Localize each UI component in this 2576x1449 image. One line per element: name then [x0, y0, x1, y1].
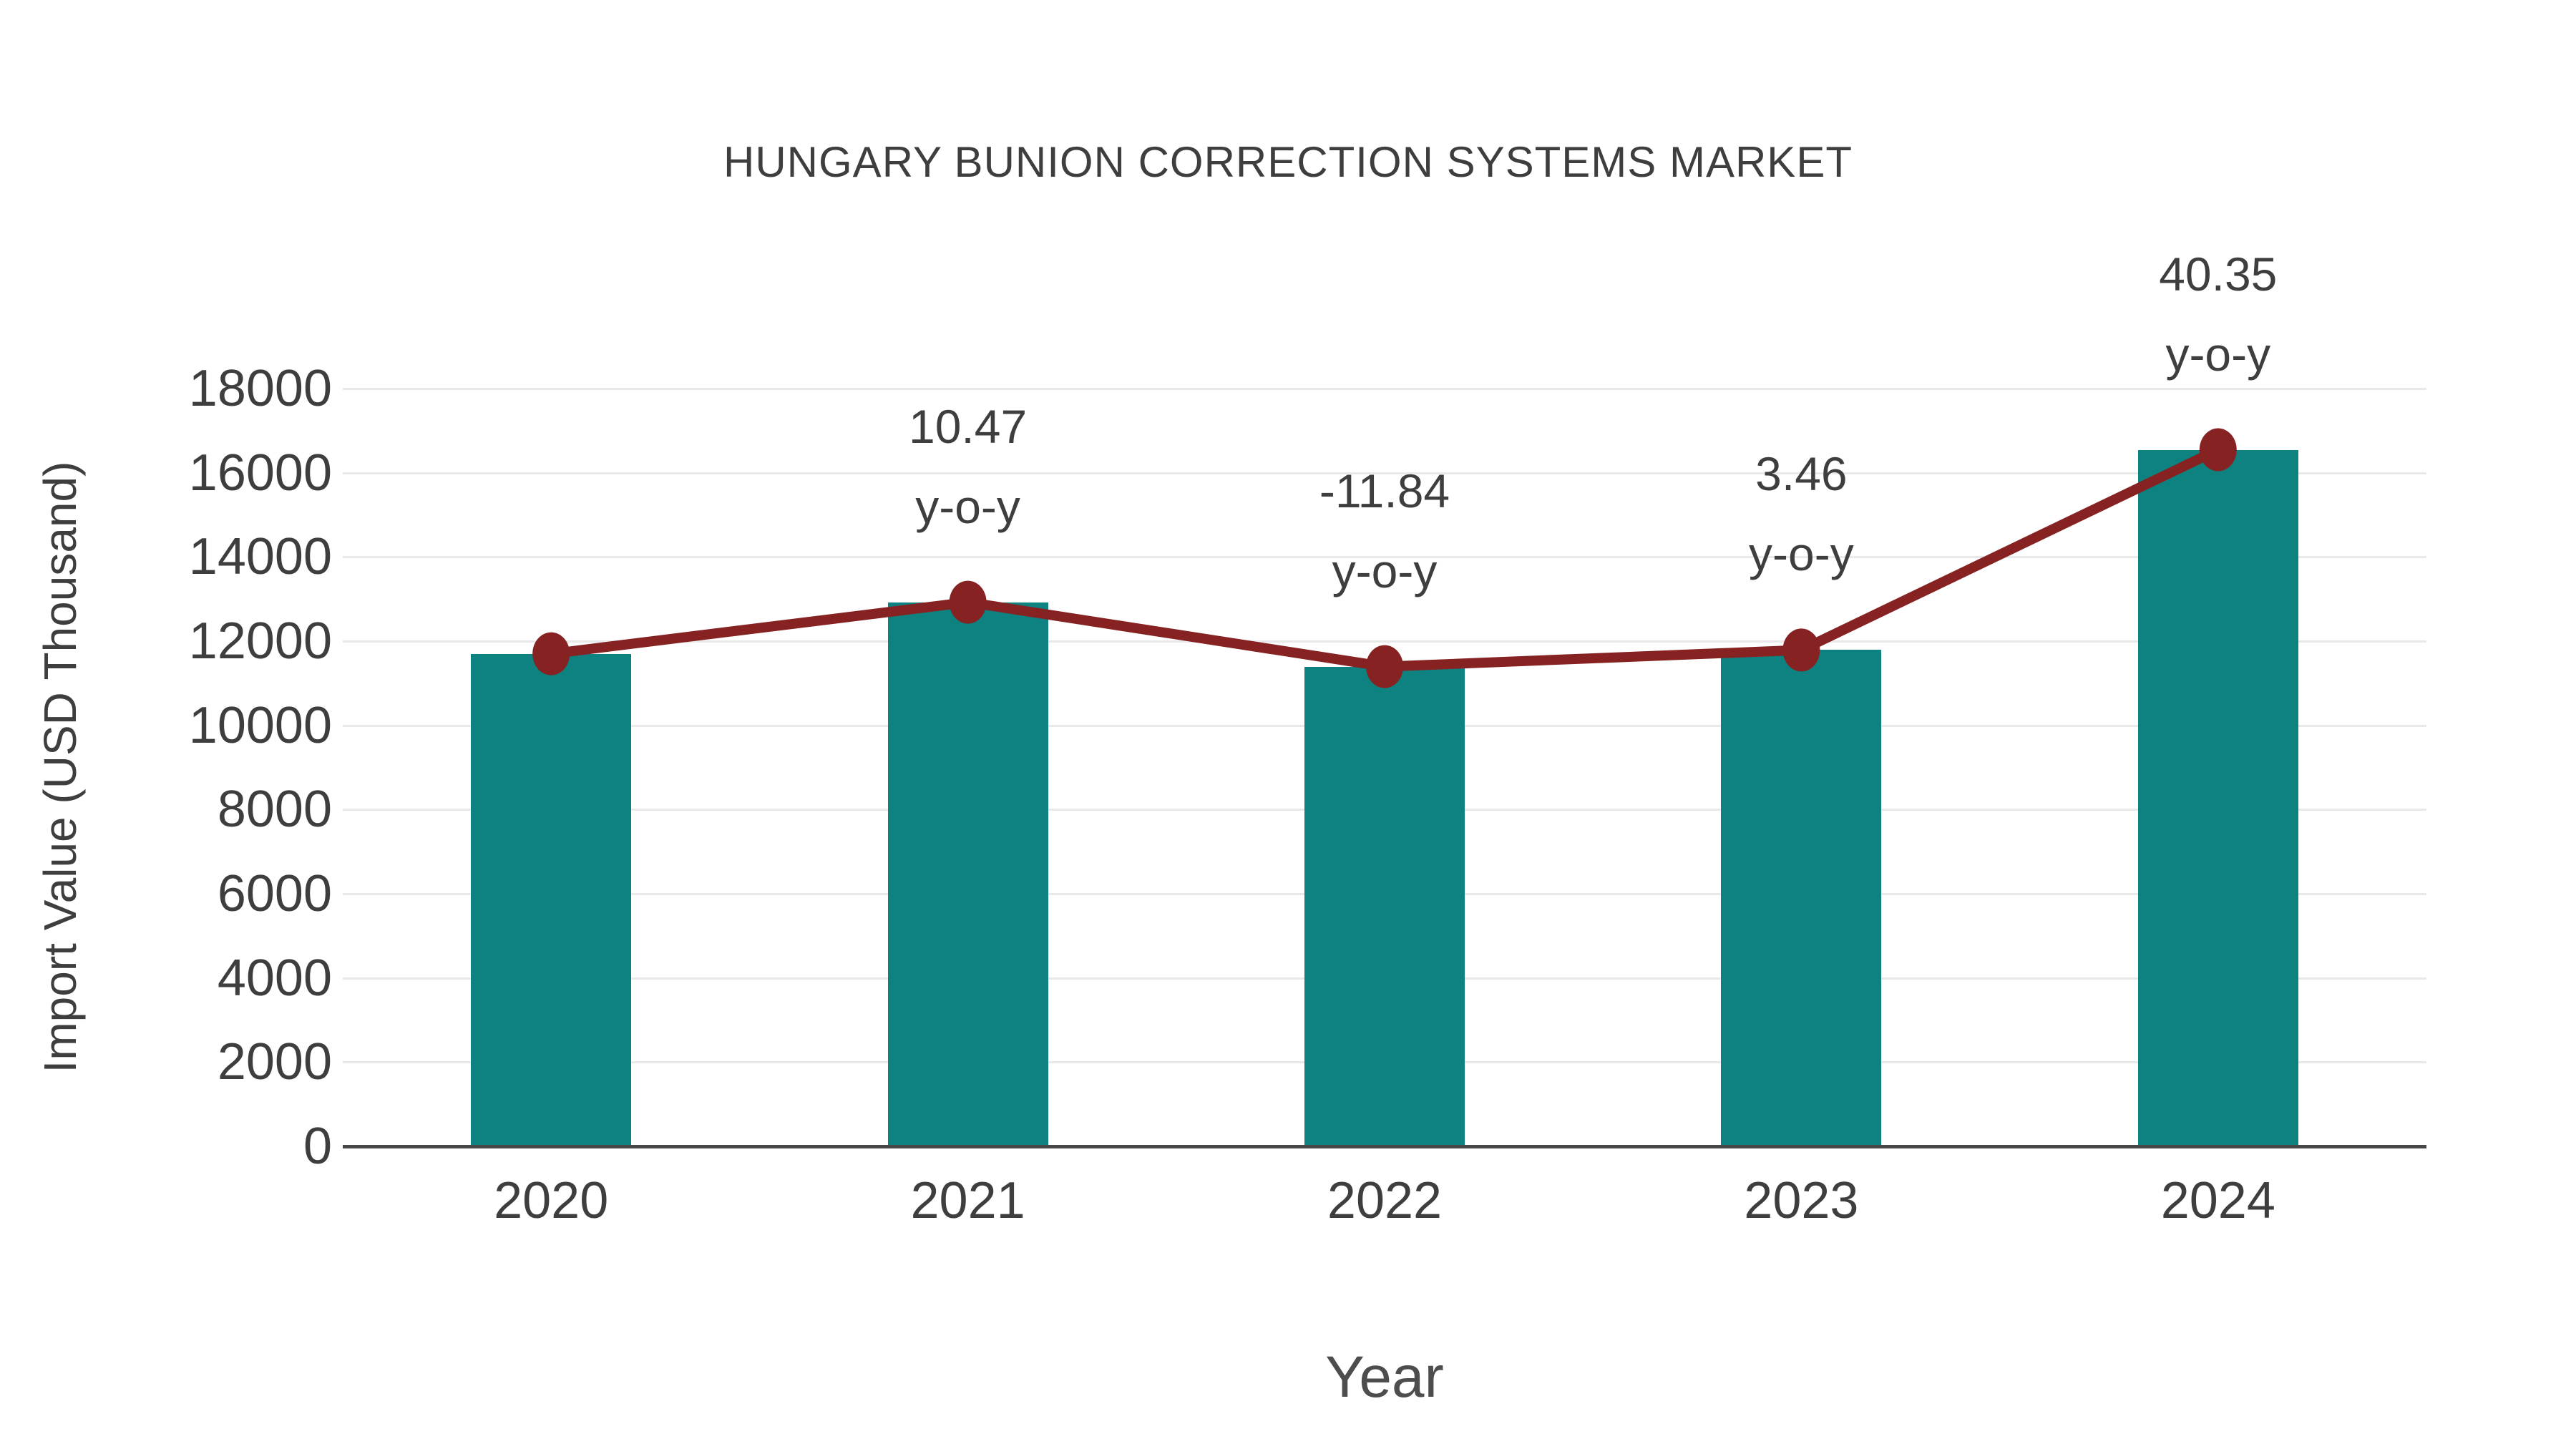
y-tick-label: 14000: [188, 528, 332, 586]
x-tick-label-2021: 2021: [910, 1172, 1025, 1229]
yoy-annotation-value: 3.46: [1755, 447, 1848, 501]
y-tick-label: 16000: [188, 444, 332, 502]
x-axis-line: [343, 1145, 2426, 1148]
y-tick-label: 2000: [217, 1033, 332, 1091]
x-tick-label-2023: 2023: [1744, 1172, 1859, 1229]
y-tick-label: 10000: [188, 696, 332, 754]
yoy-annotation-2023: 3.46 y-o-y: [1579, 434, 2023, 594]
yoy-annotation-2021: 10.47 y-o-y: [746, 386, 1190, 547]
y-tick-label: 8000: [217, 781, 332, 839]
bar-2021: [887, 602, 1048, 1146]
y-tick-label: 18000: [188, 360, 332, 417]
yoy-annotation-label: y-o-y: [1749, 527, 1854, 581]
yoy-annotation-value: 10.47: [909, 399, 1028, 453]
yoy-annotation-2022: -11.84 y-o-y: [1163, 451, 1606, 611]
gridline: [343, 640, 2426, 643]
gridline: [343, 388, 2426, 390]
bar-2024: [2137, 449, 2298, 1146]
y-tick-label: 6000: [217, 865, 332, 922]
yoy-annotation-value: 40.35: [2159, 247, 2278, 301]
bar-2020: [471, 653, 632, 1146]
y-tick-label: 0: [303, 1118, 332, 1175]
yoy-annotation-value: -11.84: [1319, 464, 1450, 517]
x-axis-title: Year: [1325, 1345, 1444, 1410]
y-tick-label: 12000: [188, 613, 332, 670]
yoy-annotation-label: y-o-y: [915, 479, 1020, 533]
bar-2022: [1304, 666, 1465, 1146]
bar-2023: [1721, 650, 1882, 1146]
x-tick-label-2020: 2020: [494, 1172, 609, 1229]
y-tick-label: 4000: [217, 949, 332, 1007]
yoy-annotation-label: y-o-y: [1332, 544, 1438, 597]
chart-title: HUNGARY BUNION CORRECTION SYSTEMS MARKET: [723, 138, 1853, 186]
yoy-annotation-2024: 40.35 y-o-y: [1996, 234, 2440, 394]
x-tick-label-2022: 2022: [1327, 1172, 1443, 1229]
x-tick-label-2024: 2024: [2160, 1172, 2275, 1229]
yoy-annotation-label: y-o-y: [2165, 327, 2271, 381]
